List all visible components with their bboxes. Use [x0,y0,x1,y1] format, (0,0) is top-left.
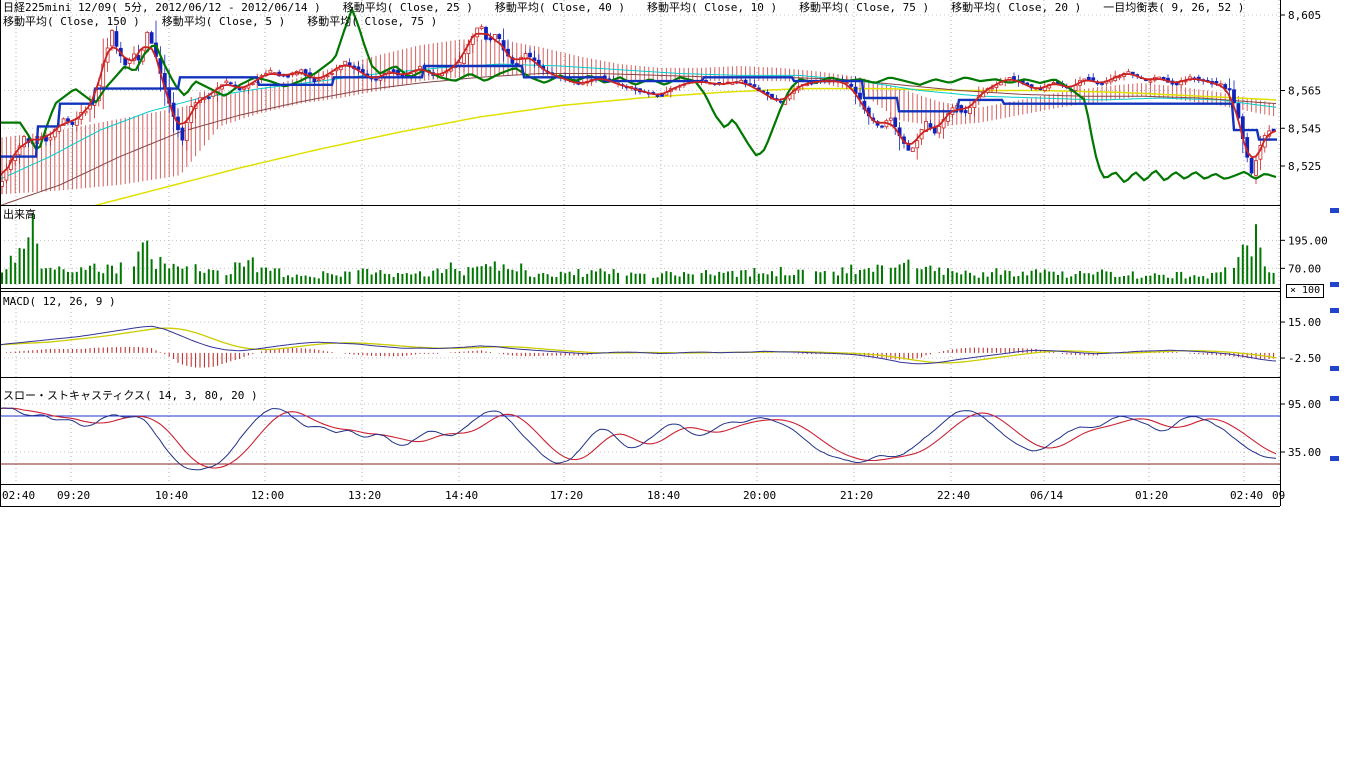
indicator-label: 移動平均( Close, 25 ) [343,1,473,14]
price-axis-label: 8,545 [1288,122,1321,135]
indicator-header-row2: 移動平均( Close, 150 ) 移動平均( Close, 5 ) 移動平均( … [3,15,459,28]
time-axis-label: 17:20 [550,489,583,502]
time-axis-label: 12:00 [251,489,284,502]
candlesticks [1,21,1276,195]
time-axis-label: 10:40 [155,489,188,502]
macd-axis: 15.00 -2.50 [1280,316,1321,365]
grid-vertical [16,0,1279,484]
time-axis-label: 14:40 [445,489,478,502]
indicator-label: 移動平均( Close, 10 ) [647,1,777,14]
volume-axis-label: 70.00 [1288,262,1321,275]
indicator-label: 移動平均( Close, 20 ) [951,1,1081,14]
macd-axis-label: 15.00 [1288,316,1321,329]
time-axis-label: 20:00 [743,489,776,502]
chart-canvas[interactable]: 8,605 8,565 8,545 8,525 195.00 70.00 15.00 -2.5… [0,0,1366,512]
indicator-label: 一目均衡表( 9, 26, 52 ) [1103,1,1244,14]
time-axis-label: 02:40 [1230,489,1263,502]
volume-axis: 195.00 70.00 [1280,234,1328,275]
stochastics-panel-label: スロー・ストキャスティクス( 14, 3, 80, 20 ) [3,389,258,402]
chart-application-window: 8,605 8,565 8,545 8,525 195.00 70.00 15.00 -2.5… [0,0,1366,768]
stoch-axis-label: 95.00 [1288,398,1321,411]
indicator-label: 日経225mini 12/09( 5分, 2012/06/12 - 2012/0… [3,1,321,14]
macd-histogram [6,347,1273,368]
indicator-label: 移動平均( Close, 150 ) [3,15,140,28]
volume-axis-label: 195.00 [1288,234,1328,247]
time-axis-label: 22:40 [937,489,970,502]
volume-panel-label: 出来高 [3,208,36,221]
volume-multiplier-badge: × 100 [1286,284,1324,298]
time-axis-label: 09:20 [57,489,90,502]
stoch-axis-label: 35.00 [1288,446,1321,459]
time-axis: 02:40 09:20 10:40 12:00 13:20 14:40 17:20 18:40… [2,489,1285,502]
macd-panel-label: MACD( 12, 26, 9 ) [3,295,116,308]
price-axis-label: 8,525 [1288,160,1321,173]
time-axis-label: 06/14 [1030,489,1063,502]
indicator-label: 移動平均( Close, 75 ) [307,15,437,28]
price-axis-label: 8,565 [1288,85,1321,98]
price-axis-label: 8,605 [1288,9,1321,22]
indicator-label: 移動平均( Close, 5 ) [162,15,285,28]
macd-axis-label: -2.50 [1288,352,1321,365]
price-axis: 8,605 8,565 8,545 8,525 [1280,9,1321,173]
time-axis-label: 02:40 [2,489,35,502]
indicator-label: 移動平均( Close, 75 ) [799,1,929,14]
edge-value-markers [1330,208,1339,461]
indicator-header-row1: 日経225mini 12/09( 5分, 2012/06/12 - 2012/0… [3,1,1266,14]
time-axis-label: 18:40 [647,489,680,502]
time-axis-label: 01:20 [1135,489,1168,502]
stoch-d-line [0,408,1276,468]
time-axis-label: 09 [1272,489,1285,502]
stoch-k-line [0,408,1276,470]
time-axis-label: 21:20 [840,489,873,502]
time-axis-label: 13:20 [348,489,381,502]
stoch-axis: 95.00 35.00 [1280,398,1321,459]
volume-bars [2,214,1274,284]
indicator-label: 移動平均( Close, 40 ) [495,1,625,14]
